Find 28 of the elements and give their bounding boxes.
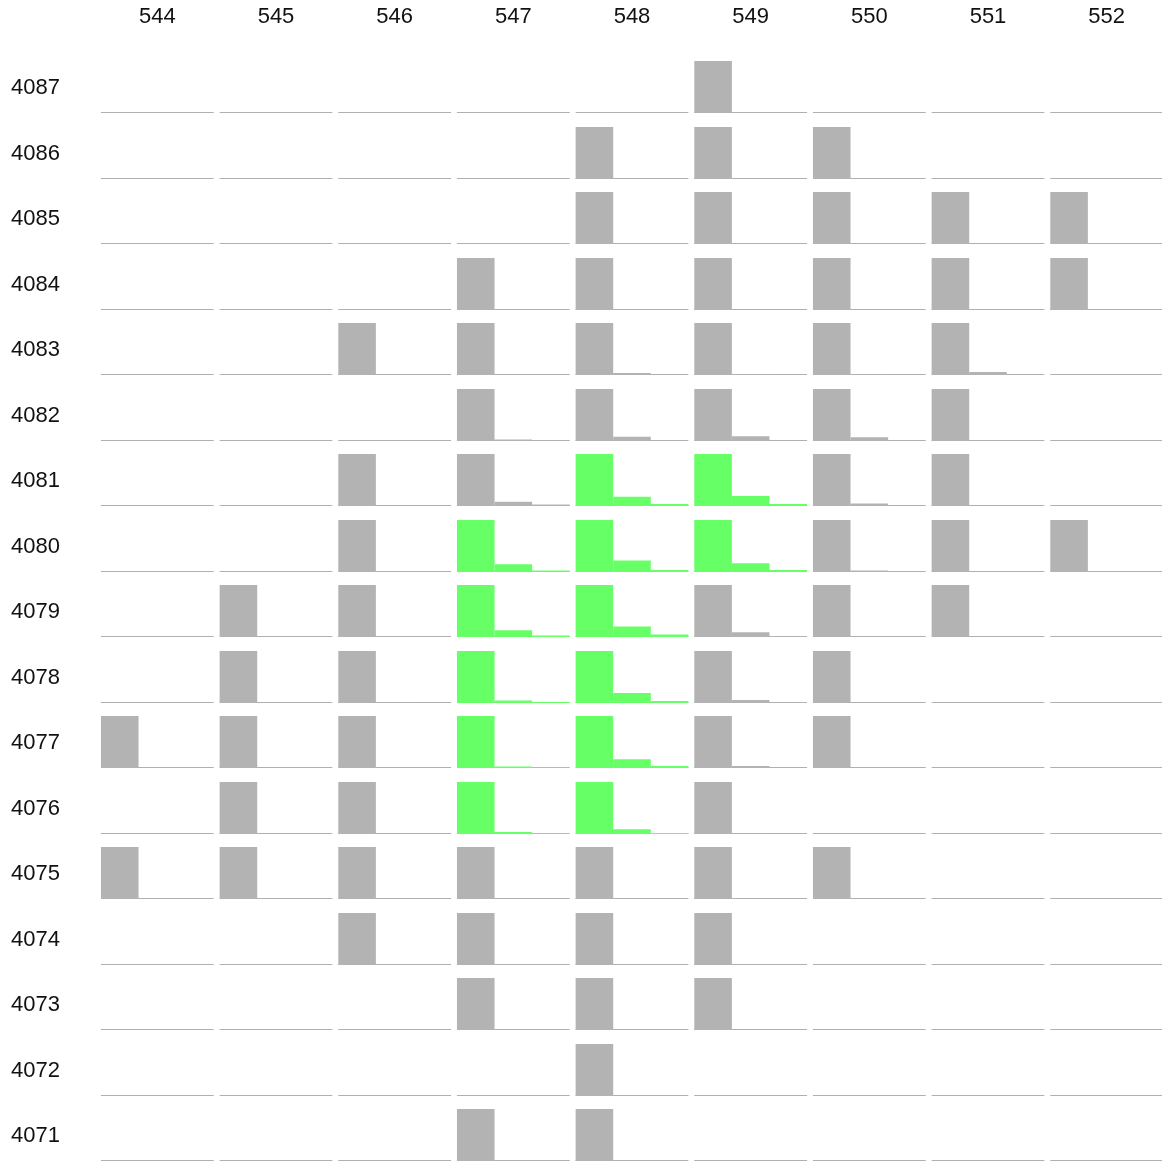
x-tick-label: 544: [138, 2, 176, 28]
y-axis-title: 4081: [11, 466, 61, 494]
y-axis-title: 4084: [11, 269, 61, 298]
y-axis-title: 4075: [11, 859, 61, 887]
y-axis-title: 4073: [11, 990, 61, 1018]
y-axis-title: 4076: [11, 793, 61, 822]
y-axis-title: 4079: [11, 597, 61, 625]
bar: [694, 781, 732, 834]
y-axis-title: 4074: [11, 924, 61, 953]
x-tick-label: 552: [1088, 2, 1126, 28]
y-axis-title: 4087: [11, 73, 61, 101]
x-tick-label: 546: [376, 2, 414, 28]
x-tick-label: 550: [850, 2, 888, 28]
x-tick-label: 551: [969, 2, 1007, 28]
y-axis-title: 4080: [11, 531, 61, 560]
y-axis-title: 4078: [11, 662, 61, 691]
x-tick-label: 547: [494, 2, 532, 28]
y-axis-title: 4071: [11, 1121, 61, 1149]
y-axis-title: 4086: [11, 138, 61, 167]
x-tick-label: 549: [732, 2, 770, 28]
x-tick-label: 545: [257, 2, 295, 28]
bar: [338, 650, 376, 703]
y-axis-title: 4082: [11, 400, 61, 429]
y-axis-title: 4085: [11, 204, 61, 232]
x-tick-label: 548: [613, 2, 651, 28]
y-axis-title: 4083: [11, 335, 61, 363]
y-axis-title: 4077: [11, 728, 61, 756]
y-axis-title: 4072: [11, 1055, 61, 1084]
